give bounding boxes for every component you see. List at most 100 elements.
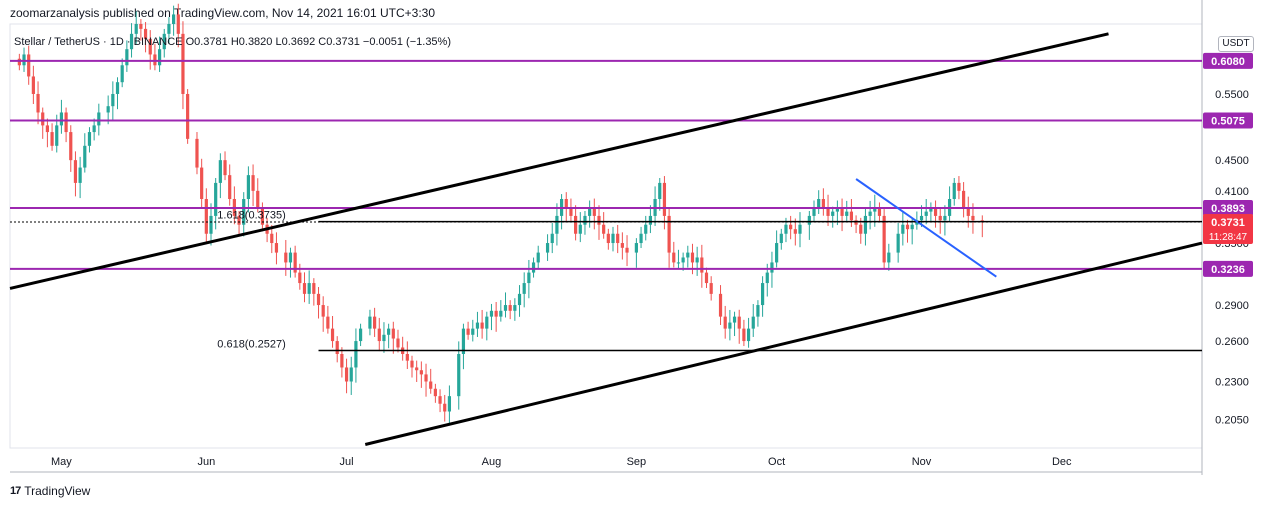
- candle-body: [616, 233, 620, 244]
- candle-body: [971, 215, 975, 221]
- candle-body: [186, 93, 190, 139]
- candle-body: [321, 305, 325, 317]
- y-tick-label: 0.2900: [1215, 300, 1249, 312]
- candle-body: [962, 190, 966, 208]
- candle-body: [877, 207, 882, 216]
- candle-body: [574, 215, 578, 234]
- candle-body: [943, 215, 947, 221]
- candle-body: [172, 14, 176, 24]
- candle-body: [485, 316, 489, 329]
- candle-body: [330, 328, 335, 342]
- countdown-label: 11:28:47: [1209, 232, 1248, 243]
- level-price-label: 0.5075: [1211, 115, 1245, 127]
- candle-body: [938, 215, 942, 221]
- level-price-tag: [1203, 260, 1253, 277]
- candle-body: [31, 76, 35, 94]
- level-price-tag: [1203, 112, 1253, 129]
- candle-body: [831, 211, 835, 216]
- candle-body: [873, 207, 877, 212]
- candle-body: [293, 252, 297, 273]
- candle-body: [709, 283, 713, 294]
- level-price-label: 0.3893: [1211, 203, 1245, 215]
- candle-body: [957, 182, 961, 191]
- candle-body: [120, 65, 124, 83]
- candle-body: [438, 396, 442, 404]
- candle-body: [45, 125, 49, 133]
- y-tick-label: 0.2300: [1215, 377, 1249, 389]
- candle-body: [153, 54, 157, 66]
- candle-body: [569, 207, 573, 216]
- candle-body: [424, 374, 428, 382]
- candle-body: [312, 283, 316, 294]
- candle-body: [55, 125, 59, 146]
- candle-body: [531, 262, 536, 273]
- candle-body: [316, 293, 321, 306]
- candle-body: [139, 24, 143, 29]
- candle-body: [358, 328, 363, 342]
- candle-body: [246, 175, 250, 199]
- candle-body: [218, 160, 222, 183]
- x-tick-label: Oct: [768, 456, 785, 468]
- candle-body: [728, 322, 732, 329]
- currency-badge[interactable]: USDT: [1218, 36, 1254, 52]
- candle-body: [382, 334, 386, 342]
- candle-body: [863, 215, 868, 234]
- candle-body: [672, 252, 676, 263]
- candle-body: [919, 215, 924, 221]
- candle-body: [354, 341, 358, 368]
- candle-body: [798, 224, 802, 234]
- last-price-tag: [1203, 213, 1253, 244]
- candle-body: [611, 233, 615, 244]
- candle-body: [676, 262, 681, 264]
- candle-body: [340, 354, 344, 368]
- x-tick-label: May: [51, 456, 72, 468]
- candle-body: [756, 305, 760, 317]
- candle-body: [602, 224, 606, 234]
- candle-body: [111, 93, 115, 107]
- level-price-tag: [1203, 52, 1253, 69]
- candle-body: [256, 190, 260, 208]
- candle-body: [274, 243, 279, 253]
- y-tick-label: 0.5500: [1215, 89, 1249, 101]
- candle-body: [251, 175, 255, 191]
- candle-body: [92, 125, 96, 133]
- candle-body: [83, 145, 87, 168]
- candle-body: [167, 24, 171, 34]
- candle-body: [78, 167, 82, 183]
- candle-body: [162, 33, 166, 50]
- candle-body: [480, 322, 484, 329]
- candle-body: [284, 252, 288, 263]
- candle-body: [373, 316, 377, 329]
- candle-body: [929, 207, 933, 212]
- plot-area: [9, 23, 1203, 449]
- candle-body: [129, 33, 134, 50]
- x-tick-label: Dec: [1052, 456, 1072, 468]
- candle-body: [298, 272, 302, 284]
- fib-label: 0.618(0.2527): [217, 338, 286, 350]
- candle-body: [905, 224, 910, 230]
- y-tick-label: 0.4100: [1215, 186, 1249, 198]
- candle-body: [475, 322, 480, 329]
- candle-body: [667, 215, 671, 253]
- candle-body: [662, 182, 667, 216]
- tradingview-logo-icon: 17: [10, 485, 21, 497]
- candle-body: [260, 207, 265, 225]
- candle-body: [901, 224, 905, 234]
- candle-body: [115, 82, 120, 94]
- y-tick-label: 0.4500: [1215, 155, 1249, 167]
- candle-body: [597, 215, 601, 225]
- fib-label: 1.618(0.3735): [217, 210, 286, 222]
- candle-body: [270, 233, 274, 244]
- candle-body: [22, 54, 26, 66]
- symbol-ohlc-header[interactable]: Stellar / TetherUS · 1D · BINANCE O0.378…: [14, 36, 451, 48]
- candle-body: [176, 14, 180, 34]
- candle-body: [415, 367, 419, 371]
- candle-body: [443, 403, 447, 412]
- candle-body: [742, 328, 746, 342]
- candle-body: [125, 49, 129, 66]
- candle-body: [204, 198, 208, 234]
- tradingview-footer: 17 TradingView: [10, 484, 90, 498]
- candle-body: [377, 328, 381, 342]
